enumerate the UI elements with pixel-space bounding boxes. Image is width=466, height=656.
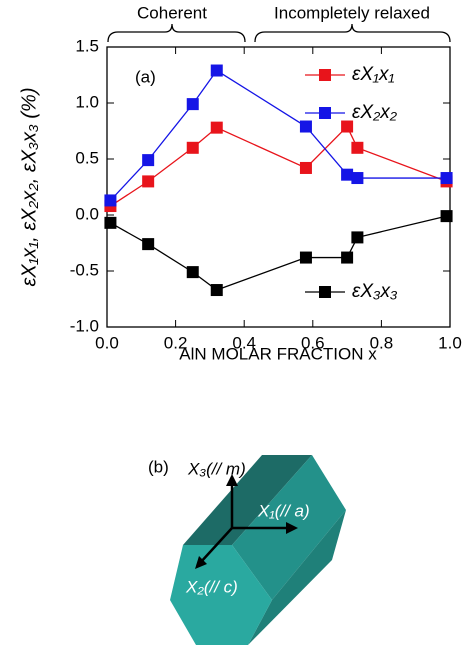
x-tick-label: 0.8 bbox=[370, 333, 394, 352]
axis-label: X₃(// m) bbox=[187, 459, 246, 478]
marker bbox=[440, 210, 453, 223]
marker bbox=[351, 172, 364, 185]
marker bbox=[210, 64, 223, 77]
marker bbox=[351, 231, 364, 244]
marker bbox=[186, 141, 199, 154]
annotation: Coherent bbox=[137, 3, 207, 22]
marker bbox=[142, 175, 155, 188]
panel-label: (b) bbox=[148, 457, 169, 476]
y-tick-label: -0.5 bbox=[70, 260, 99, 279]
marker bbox=[210, 284, 223, 297]
crystal bbox=[170, 455, 346, 645]
series-line bbox=[110, 215, 447, 291]
marker bbox=[210, 121, 223, 134]
bracket bbox=[254, 23, 451, 43]
y-axis-label: εX₁x₁, εX₂x₂, εX₃x₃ (%) bbox=[18, 87, 40, 286]
marker bbox=[299, 161, 312, 174]
legend-label: εX₃x₃ bbox=[352, 281, 398, 302]
series-line bbox=[109, 69, 447, 201]
marker bbox=[142, 154, 155, 167]
legend-marker bbox=[319, 107, 331, 119]
plot-frame bbox=[106, 46, 451, 328]
marker bbox=[186, 266, 199, 279]
y-tick-label: 0.5 bbox=[75, 148, 99, 167]
marker bbox=[341, 120, 354, 133]
x-tick-label: 0.6 bbox=[301, 333, 325, 352]
legend-label: εX₂x₂ bbox=[352, 102, 398, 123]
y-tick-label: 0.0 bbox=[75, 204, 99, 223]
x-tick-label: 0.0 bbox=[95, 333, 119, 352]
marker bbox=[440, 172, 453, 185]
marker bbox=[341, 251, 354, 264]
marker bbox=[142, 238, 155, 251]
y-tick-label: -1.0 bbox=[70, 316, 99, 335]
axis-label: X₁(// a) bbox=[257, 501, 310, 520]
legend-marker bbox=[319, 286, 331, 298]
marker bbox=[104, 216, 117, 229]
legend-marker bbox=[319, 69, 331, 81]
annotation: Incompletely relaxed bbox=[274, 3, 430, 22]
series-line bbox=[110, 125, 447, 207]
marker bbox=[186, 98, 199, 111]
x-tick-label: 0.2 bbox=[164, 333, 188, 352]
marker bbox=[351, 141, 364, 154]
y-tick-label: 1.0 bbox=[75, 92, 99, 111]
marker bbox=[341, 168, 354, 181]
marker bbox=[104, 194, 117, 207]
x-tick-label: 0.4 bbox=[232, 333, 256, 352]
axis-label: X₂(// c) bbox=[185, 577, 238, 596]
x-tick-label: 1.0 bbox=[438, 333, 462, 352]
panel-label: (a) bbox=[135, 67, 156, 86]
bracket bbox=[107, 23, 246, 43]
marker bbox=[299, 251, 312, 264]
marker bbox=[299, 120, 312, 133]
y-tick-label: 1.5 bbox=[75, 36, 99, 55]
x-axis-label: AlN MOLAR FRACTION x bbox=[179, 344, 377, 363]
legend-label: εX₁x₁ bbox=[352, 64, 395, 85]
